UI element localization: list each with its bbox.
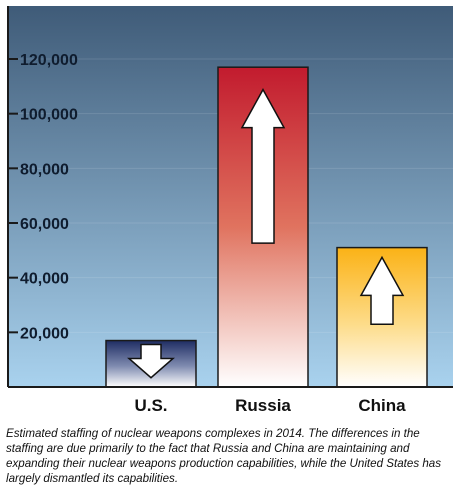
y-tick-label-1: 40,000 <box>20 271 69 288</box>
down-arrow-icon <box>127 343 175 379</box>
up-arrow-icon <box>240 88 286 244</box>
chart-svg: 20,000 40,000 60,000 80,000 100,000 120,000 U.… <box>7 6 453 415</box>
y-tick-label-5: 120,000 <box>20 52 78 69</box>
up-arrow-icon <box>359 255 405 326</box>
x-tick-label-us: U.S. <box>134 396 167 415</box>
y-tick-label-4: 100,000 <box>20 107 78 124</box>
y-tick-label-3: 80,000 <box>20 161 69 178</box>
x-tick-label-russia: Russia <box>235 396 291 415</box>
chart-caption: Estimated staffing of nuclear weapons co… <box>6 427 442 485</box>
bar-chart: 20,000 40,000 60,000 80,000 100,000 120,000 U.… <box>7 6 453 415</box>
y-tick-label-0: 20,000 <box>20 325 69 342</box>
y-tick-label-2: 60,000 <box>20 216 69 233</box>
x-tick-label-china: China <box>358 396 406 415</box>
